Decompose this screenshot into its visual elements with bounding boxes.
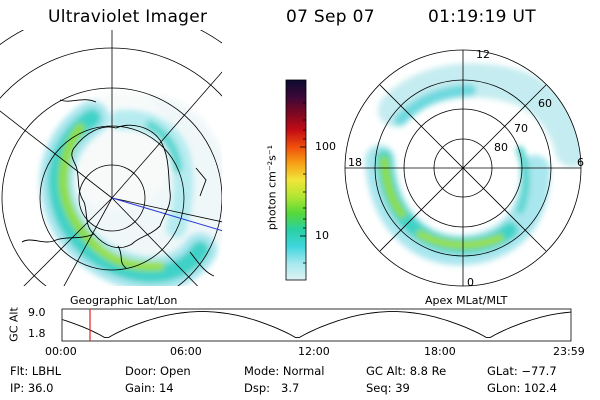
- apex-map: [344, 49, 582, 287]
- alt-ytick-9: 9.0: [28, 306, 46, 319]
- colorbar-gradient: [286, 80, 306, 280]
- geographic-map: [0, 30, 222, 286]
- status-dsp: Dsp: 3.7: [244, 381, 300, 395]
- apex-caption: Apex MLat/MLT: [425, 294, 508, 307]
- status-glat: GLat: −77.7: [487, 364, 557, 378]
- coastline: [21, 99, 215, 277]
- status-gc-alt: GC Alt: 8.8 Re: [366, 364, 447, 378]
- mlat-label-60: 60: [538, 97, 552, 110]
- instrument-title: Ultraviolet Imager: [48, 7, 208, 27]
- status-gain: Gain: 14: [125, 381, 174, 395]
- time-label: 01:19:19 UT: [428, 7, 536, 27]
- alt-ytick-1-8: 1.8: [28, 327, 46, 340]
- colorbar: [285, 79, 307, 281]
- mlat-label-70: 70: [514, 122, 528, 135]
- alt-xtick-1800: 18:00: [424, 345, 456, 358]
- altitude-strip: [61, 308, 572, 342]
- geographic-caption: Geographic Lat/Lon: [70, 294, 178, 307]
- auroral-oval-geographic: [39, 101, 217, 286]
- date-label: 07 Sep 07: [286, 7, 375, 27]
- status-filter: Flt: LBHL: [10, 364, 62, 378]
- alt-xtick-0600: 06:00: [170, 345, 202, 358]
- status-door: Door: Open: [125, 364, 191, 378]
- status-mode: Mode: Normal: [244, 364, 325, 378]
- status-glon: GLon: 102.4: [487, 381, 557, 395]
- colorbar-tick-100: 100: [315, 140, 336, 153]
- alt-xtick-1200: 12:00: [298, 345, 330, 358]
- status-seq: Seq: 39: [366, 381, 410, 395]
- mlt-label-right: 6: [577, 156, 584, 169]
- status-ip: IP: 36.0: [10, 381, 54, 395]
- gc-alt-axis-label: GC Alt: [7, 307, 21, 342]
- mlt-label-bottom: 0: [467, 276, 474, 289]
- altitude-curve: [61, 311, 572, 338]
- colorbar-unit-label: photon cm⁻²s⁻¹: [265, 144, 279, 231]
- meridian-highlight: [111, 197, 222, 232]
- colorbar-tick-10: 10: [315, 229, 329, 242]
- mlt-label-left: 18: [348, 156, 362, 169]
- alt-xtick-0000: 00:00: [45, 345, 77, 358]
- mlt-label-top: 12: [476, 48, 490, 61]
- alt-xtick-2359: 23:59: [553, 345, 585, 358]
- mlat-label-80: 80: [494, 141, 508, 154]
